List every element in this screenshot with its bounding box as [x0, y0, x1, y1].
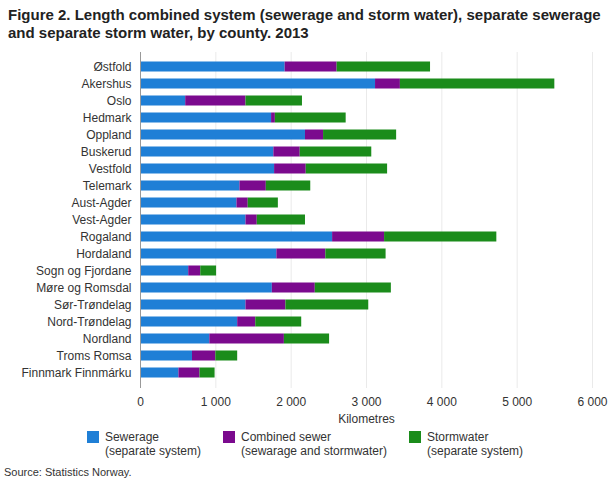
svg-text:3 000: 3 000	[351, 395, 381, 409]
svg-text:Oslo: Oslo	[107, 94, 132, 108]
svg-text:Finnmark Finnmárku: Finnmark Finnmárku	[21, 366, 131, 380]
html-text:Combined sewer (sewarage and s: Combined sewer (sewarage and stormwater)	[241, 430, 387, 458]
svg-text:Nord-Trøndelag: Nord-Trøndelag	[47, 315, 131, 329]
svg-text:Telemark: Telemark	[83, 179, 133, 193]
html-text:Sewerage (separate system): Sewerage (separate system)	[104, 430, 201, 458]
html-text:Source: Statistics Norway.: Source: Statistics Norway.	[4, 466, 132, 478]
svg-text:Sør-Trøndelag: Sør-Trøndelag	[54, 298, 132, 312]
svg-text:Buskerud: Buskerud	[81, 145, 132, 159]
svg-text:Troms Romsa: Troms Romsa	[57, 349, 132, 363]
svg-text:Vestfold: Vestfold	[89, 162, 132, 176]
html-text:Stormwater (separate system): Stormwater (separate system)	[427, 430, 524, 458]
svg-text:Sogn og Fjordane: Sogn og Fjordane	[36, 264, 132, 278]
svg-text:Aust-Agder: Aust-Agder	[71, 196, 131, 210]
svg-text:Akershus: Akershus	[81, 77, 131, 91]
svg-text:Østfold: Østfold	[93, 60, 131, 74]
svg-text:Kilometres: Kilometres	[338, 412, 395, 426]
svg-text:Hordaland: Hordaland	[76, 247, 131, 261]
svg-text:Hedmark: Hedmark	[83, 111, 133, 125]
html-text:Figure 2. Length combined syst: Figure 2. Length combined system (sewera…	[8, 6, 601, 41]
svg-text:1 000: 1 000	[201, 395, 231, 409]
svg-text:Rogaland: Rogaland	[80, 230, 131, 244]
svg-text:2 000: 2 000	[276, 395, 306, 409]
svg-text:Møre og Romsdal: Møre og Romsdal	[36, 281, 131, 295]
svg-text:Vest-Agder: Vest-Agder	[72, 213, 131, 227]
svg-text:Nordland: Nordland	[83, 332, 132, 346]
svg-text:Oppland: Oppland	[86, 128, 131, 142]
svg-text:4 000: 4 000	[427, 395, 457, 409]
svg-text:6 000: 6 000	[577, 395, 607, 409]
svg-text:0: 0	[137, 395, 144, 409]
svg-text:5 000: 5 000	[502, 395, 532, 409]
